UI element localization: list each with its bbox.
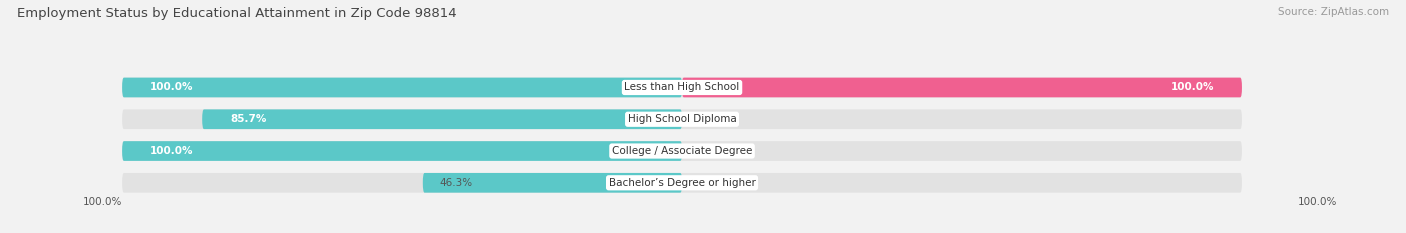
- FancyBboxPatch shape: [122, 141, 682, 161]
- Text: 100.0%: 100.0%: [1170, 82, 1213, 93]
- Text: 0.0%: 0.0%: [699, 146, 725, 156]
- FancyBboxPatch shape: [122, 141, 1241, 161]
- FancyBboxPatch shape: [202, 110, 682, 129]
- Text: High School Diploma: High School Diploma: [627, 114, 737, 124]
- FancyBboxPatch shape: [122, 78, 1241, 97]
- FancyBboxPatch shape: [122, 78, 682, 97]
- Text: 100.0%: 100.0%: [150, 82, 194, 93]
- FancyBboxPatch shape: [122, 173, 1241, 193]
- Text: Bachelor’s Degree or higher: Bachelor’s Degree or higher: [609, 178, 755, 188]
- FancyBboxPatch shape: [682, 78, 1241, 97]
- Text: Less than High School: Less than High School: [624, 82, 740, 93]
- Text: 85.7%: 85.7%: [231, 114, 267, 124]
- FancyBboxPatch shape: [122, 110, 1241, 129]
- Text: 100.0%: 100.0%: [150, 146, 194, 156]
- Text: 0.0%: 0.0%: [699, 114, 725, 124]
- Text: Employment Status by Educational Attainment in Zip Code 98814: Employment Status by Educational Attainm…: [17, 7, 457, 20]
- Text: 100.0%: 100.0%: [83, 198, 122, 208]
- Text: 46.3%: 46.3%: [440, 178, 472, 188]
- Text: 100.0%: 100.0%: [1298, 198, 1337, 208]
- FancyBboxPatch shape: [423, 173, 682, 193]
- Text: Source: ZipAtlas.com: Source: ZipAtlas.com: [1278, 7, 1389, 17]
- Text: College / Associate Degree: College / Associate Degree: [612, 146, 752, 156]
- Text: 0.0%: 0.0%: [699, 178, 725, 188]
